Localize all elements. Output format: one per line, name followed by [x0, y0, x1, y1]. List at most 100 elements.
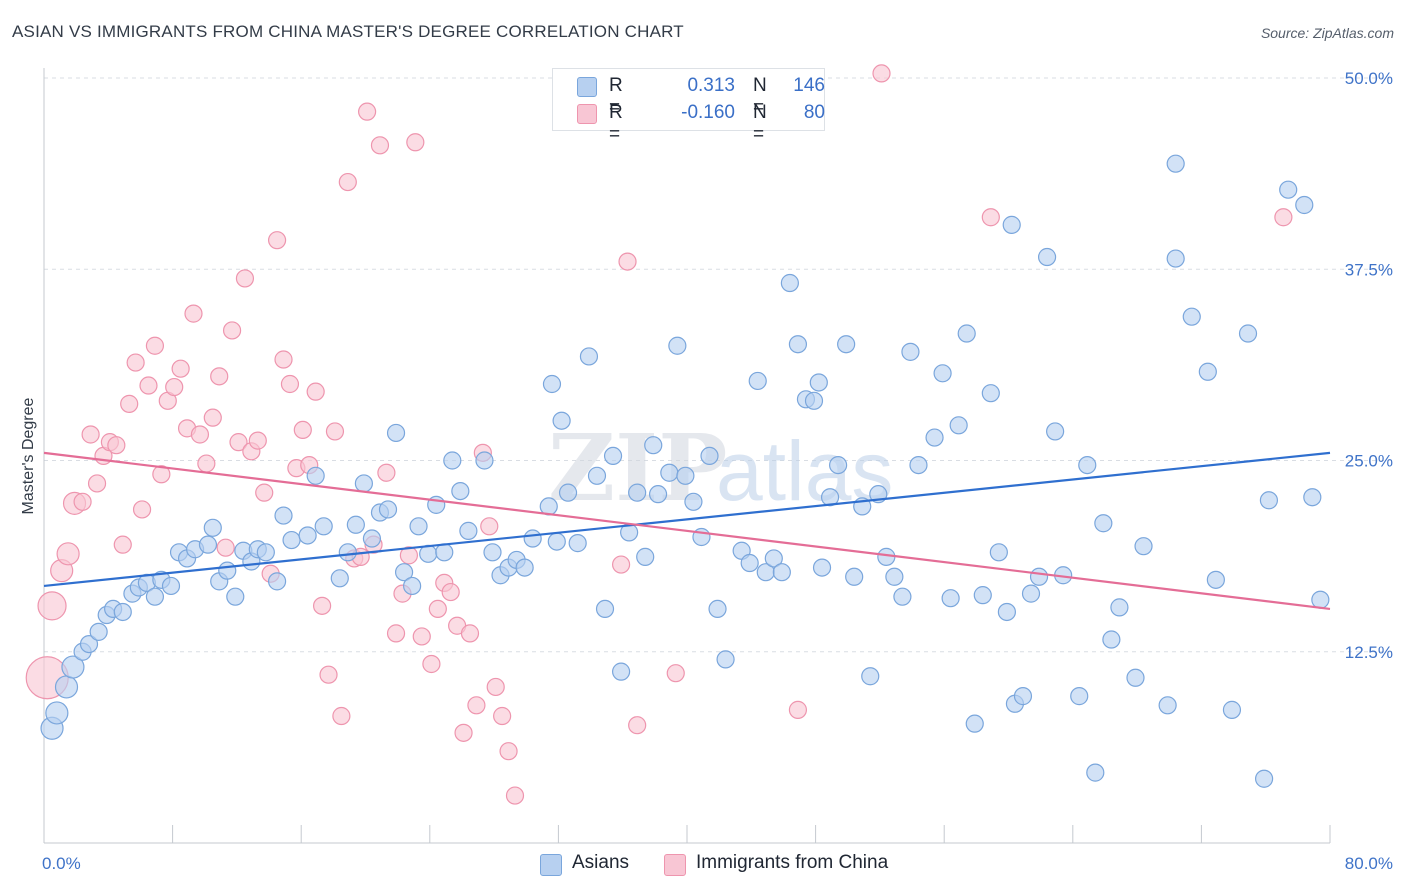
data-point-asians: [218, 561, 237, 580]
data-point-immigrants: [190, 425, 210, 444]
data-point-asians: [893, 587, 912, 606]
data-point-asians: [861, 667, 880, 686]
series-legend: Asians Immigrants from China: [0, 852, 1406, 878]
data-point-asians: [997, 602, 1016, 622]
data-point-asians: [542, 374, 562, 394]
source-label: Source: ZipAtlas.com: [1260, 25, 1394, 41]
data-point-asians: [1126, 668, 1145, 687]
data-point-asians: [965, 714, 984, 733]
data-point-immigrants: [467, 696, 486, 715]
data-point-asians: [925, 428, 944, 447]
data-point-immigrants: [399, 546, 419, 565]
data-point-immigrants: [222, 321, 242, 340]
data-point-immigrants: [267, 231, 287, 250]
x-tick-label: 80.0%: [1345, 854, 1393, 873]
series-asians: [40, 154, 1330, 788]
data-point-asians: [636, 547, 655, 566]
data-point-asians: [788, 335, 808, 354]
trend-line-immigrants: [43, 451, 1331, 611]
data-point-immigrants: [460, 624, 480, 643]
data-point-asians: [558, 483, 578, 502]
data-point-immigrants: [210, 367, 229, 386]
data-point-asians: [409, 517, 428, 536]
data-point-asians: [298, 526, 317, 545]
data-point-asians: [515, 558, 534, 577]
data-point-asians: [1086, 763, 1105, 782]
legend-n-label: N =: [753, 75, 767, 118]
data-point-asians: [314, 517, 333, 536]
legend-n-value: 80: [803, 102, 825, 123]
data-point-immigrants: [184, 304, 203, 323]
data-point-asians: [941, 589, 960, 608]
data-point-asians: [780, 273, 799, 293]
data-point-immigrants: [611, 555, 631, 574]
data-point-asians: [933, 364, 952, 383]
y-tick-label: 50.0%: [1345, 69, 1393, 88]
data-point-immigrants: [332, 706, 351, 726]
data-point-immigrants: [293, 420, 312, 439]
data-point-asians: [885, 567, 904, 586]
trend-line-asians: [43, 451, 1331, 588]
data-point-immigrants: [312, 596, 332, 615]
data-point-asians: [226, 587, 245, 606]
data-point-immigrants: [152, 465, 171, 484]
data-point-asians: [973, 586, 992, 605]
data-point-asians: [1279, 180, 1298, 199]
data-point-immigrants: [1274, 208, 1293, 227]
data-point-immigrants: [358, 102, 377, 121]
data-point-immigrants: [126, 353, 145, 372]
data-point-asians: [256, 543, 275, 562]
data-point-asians: [354, 474, 373, 493]
data-point-asians: [1198, 362, 1217, 381]
data-point-immigrants: [255, 483, 274, 502]
data-point-asians: [552, 411, 571, 430]
legend-label-asians: Asians: [572, 852, 630, 873]
data-point-asians: [378, 500, 398, 519]
data-point-asians: [700, 446, 719, 466]
data-point-immigrants: [56, 542, 80, 566]
correlation-legend: R = 0.313 N = 146 R = -0.160 N = 80: [552, 68, 825, 145]
data-point-immigrants: [422, 654, 441, 674]
legend-r-value: -0.160: [681, 102, 735, 123]
data-point-immigrants: [203, 408, 222, 427]
data-point-immigrants: [386, 624, 406, 643]
data-point-immigrants: [499, 742, 518, 761]
data-point-asians: [1254, 769, 1274, 788]
data-point-asians: [362, 529, 382, 548]
data-point-immigrants: [981, 208, 1000, 227]
legend-label-immigrants: Immigrants from China: [696, 852, 889, 873]
data-point-asians: [809, 373, 828, 392]
data-point-asians: [1311, 590, 1330, 609]
x-tick-label: 0.0%: [42, 854, 81, 873]
data-point-asians: [386, 423, 406, 443]
data-point-immigrants: [248, 431, 267, 450]
data-point-immigrants: [81, 425, 100, 444]
data-point-immigrants: [486, 677, 505, 697]
data-point-asians: [267, 572, 287, 591]
data-point-immigrants: [412, 627, 431, 646]
data-point-asians: [451, 482, 470, 501]
data-point-asians: [708, 599, 727, 619]
data-point-immigrants: [274, 350, 293, 369]
data-point-immigrants: [493, 706, 512, 726]
data-point-immigrants: [107, 436, 126, 455]
data-point-asians: [845, 567, 864, 586]
data-point-asians: [161, 576, 181, 596]
data-point-asians: [45, 701, 69, 725]
data-point-immigrants: [73, 492, 92, 511]
data-point-asians: [203, 518, 222, 537]
data-point-asians: [837, 335, 856, 354]
data-point-asians: [523, 529, 542, 548]
y-axis-title: Master's Degree: [20, 397, 37, 514]
data-point-asians: [648, 485, 668, 504]
data-point-immigrants: [197, 454, 216, 473]
data-point-immigrants: [139, 376, 158, 395]
data-point-asians: [764, 549, 783, 568]
data-point-immigrants: [37, 591, 67, 621]
data-point-asians: [748, 371, 767, 391]
data-point-asians: [1070, 687, 1089, 706]
legend-swatch-blue: [540, 854, 562, 876]
data-point-immigrants: [216, 538, 235, 557]
data-point-immigrants: [132, 500, 152, 519]
